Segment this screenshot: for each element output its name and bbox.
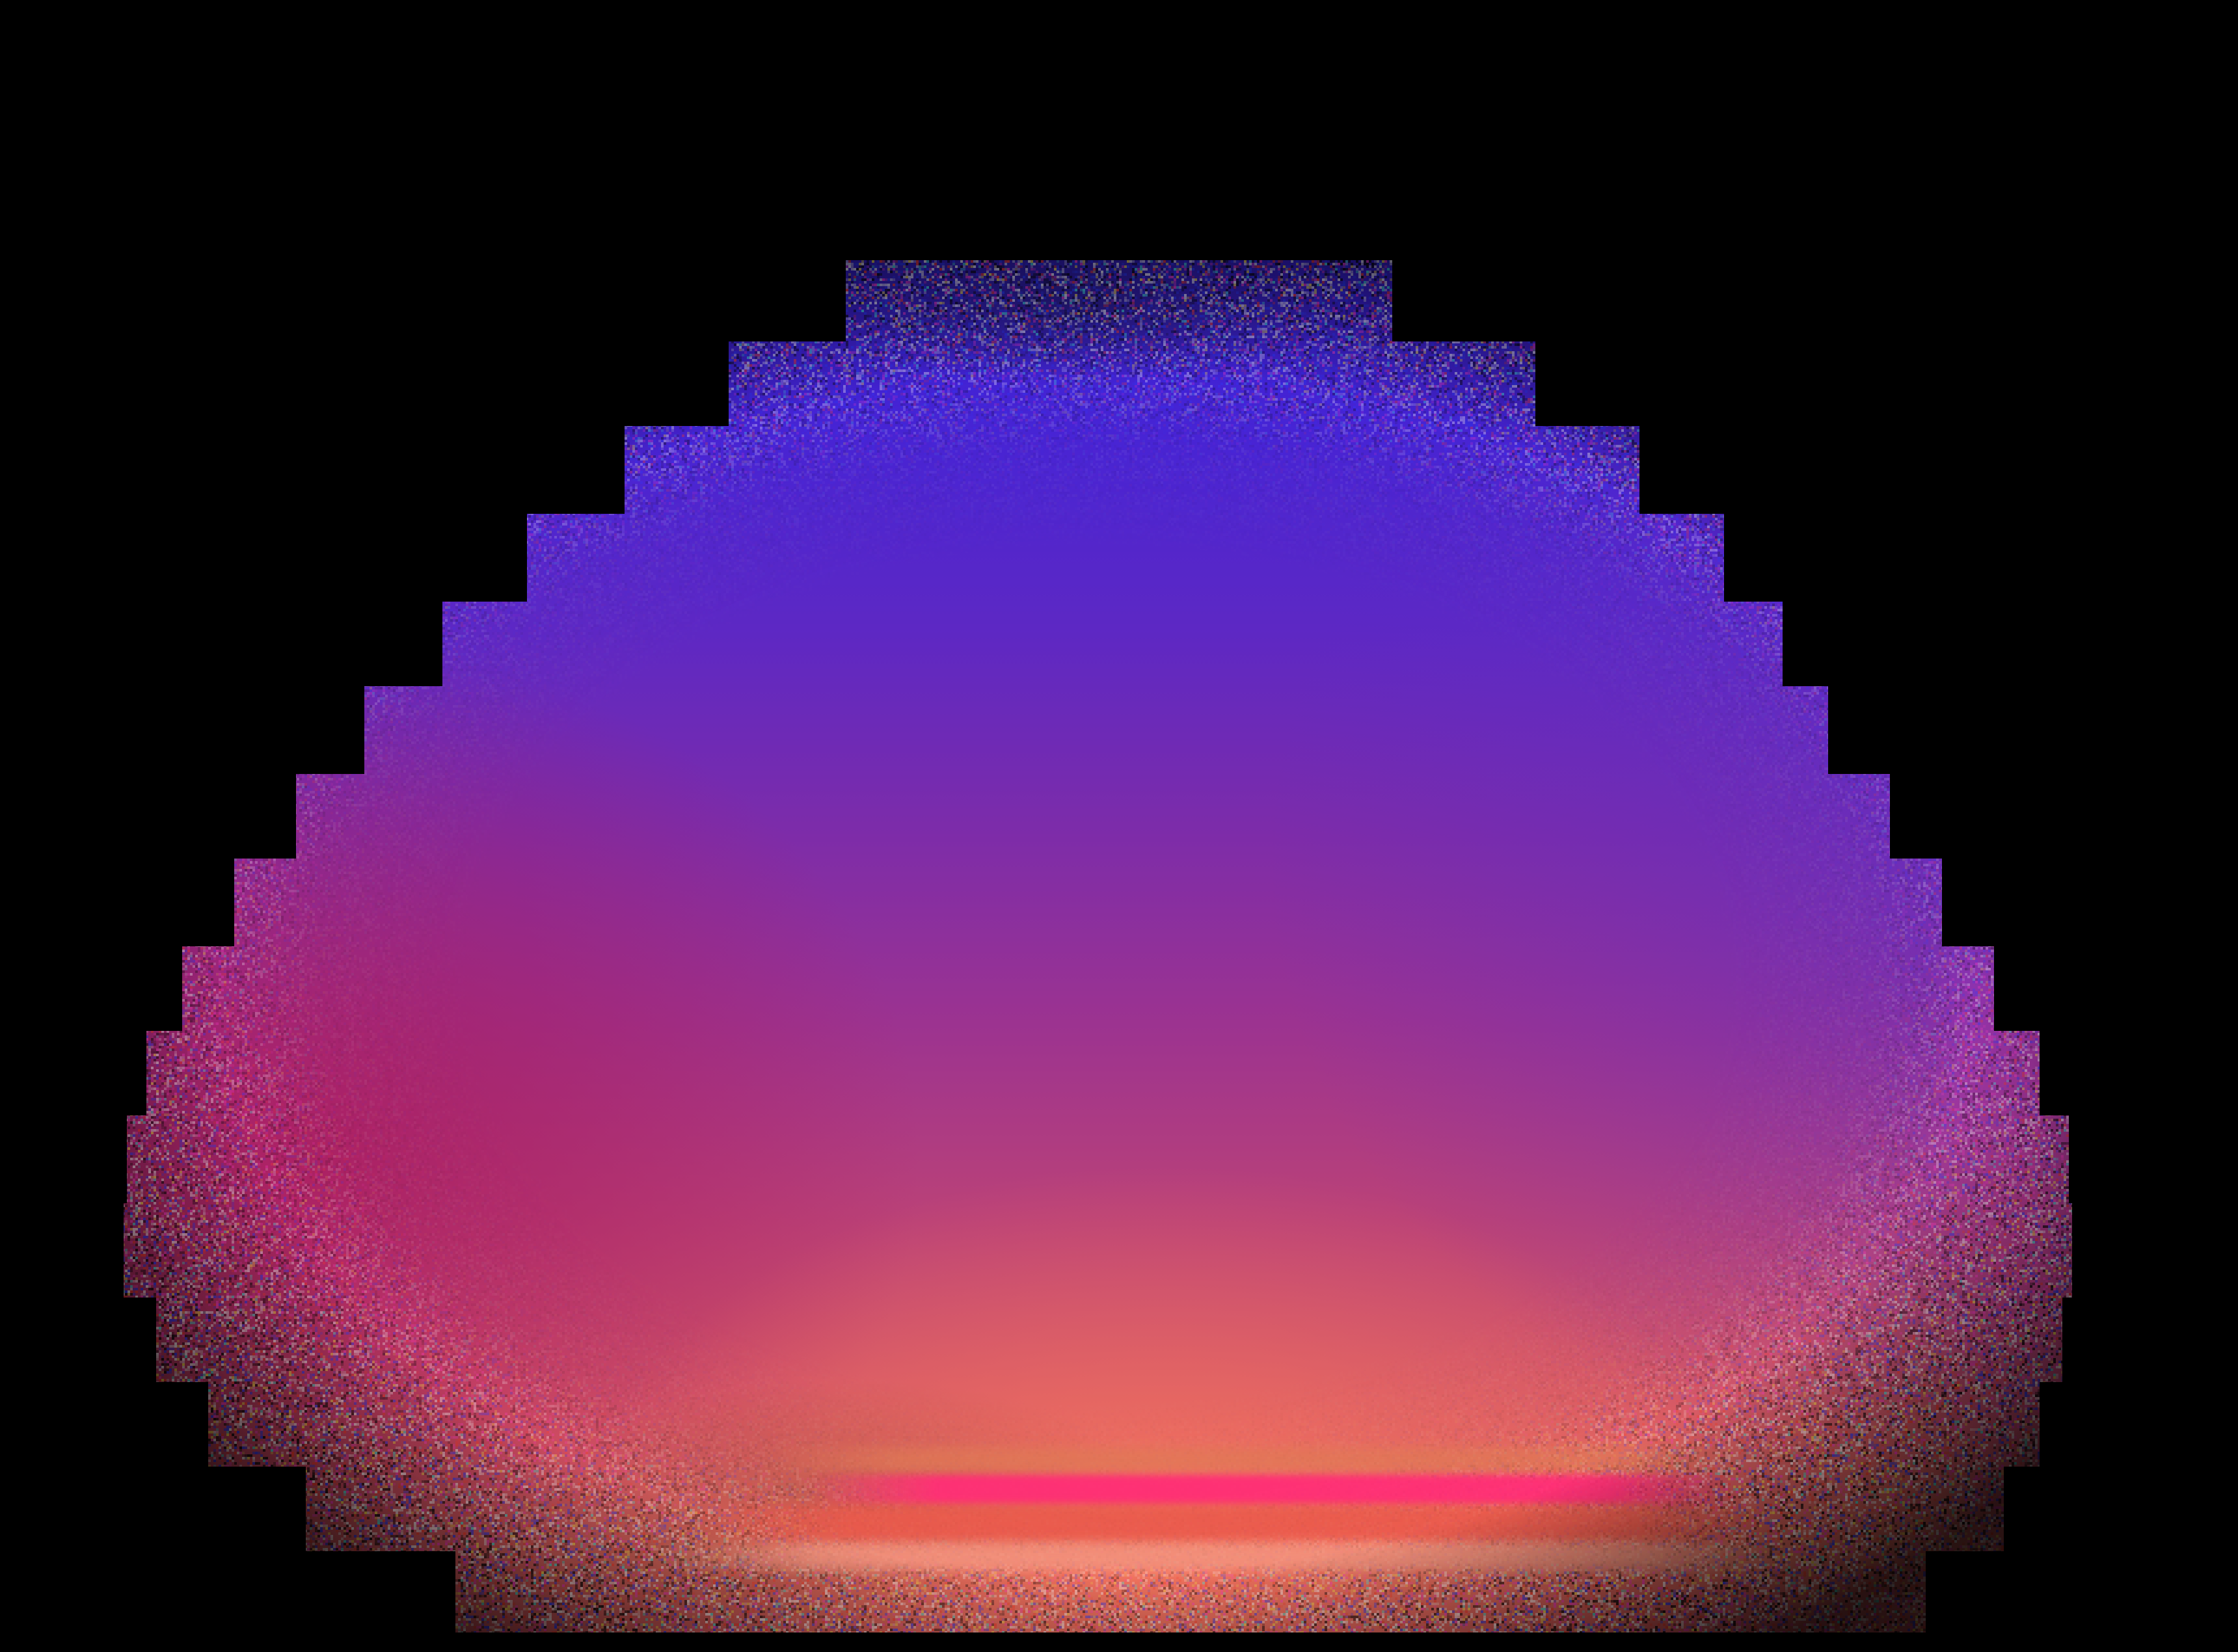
gradient-blob — [0, 0, 2238, 1652]
canvas-background — [0, 0, 2238, 1652]
blob-edge-darkening — [0, 0, 2238, 1652]
